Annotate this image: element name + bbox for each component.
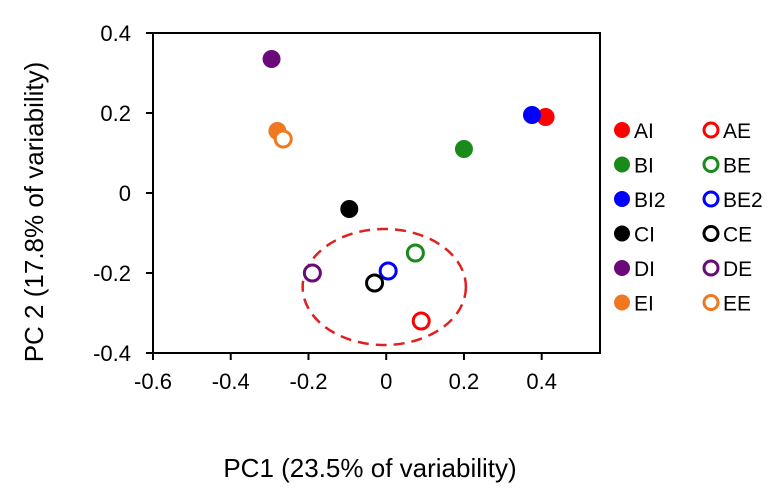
legend-label-ee: EE	[723, 293, 751, 316]
point-bi2	[522, 106, 541, 124]
legend-label-ci: CI	[634, 224, 655, 247]
x-tick-label: -0.4	[212, 369, 250, 394]
x-tick-label: 0	[380, 369, 392, 394]
point-de	[302, 263, 322, 283]
point-di	[262, 50, 281, 68]
x-tick-label: -0.6	[134, 369, 172, 394]
point-ae	[411, 311, 431, 331]
point-be	[405, 243, 425, 263]
x-axis-title: PC1 (23.5% of variability)	[223, 453, 516, 483]
cluster-ellipse	[301, 227, 468, 347]
legend-marker-de	[702, 259, 720, 277]
legend-marker-ai	[614, 122, 630, 138]
legend-marker-be	[702, 156, 720, 173]
legend-marker-ee	[702, 294, 720, 311]
x-tick-label: 0.2	[449, 369, 480, 394]
point-ce	[365, 273, 385, 293]
y-tick-label: 0.2	[100, 101, 131, 126]
point-bi	[454, 140, 473, 158]
legend-label-de: DE	[723, 258, 752, 281]
legend-label-be: BE	[723, 155, 751, 178]
legend-label-ae: AE	[723, 120, 751, 143]
y-tick-label: 0	[119, 181, 131, 206]
legend-label-bi: BI	[634, 155, 654, 178]
legend-marker-ci	[614, 225, 630, 242]
legend-marker-di	[614, 260, 630, 276]
legend-label-be2: BE2	[723, 189, 763, 212]
point-ee	[273, 129, 293, 149]
y-tick-label: -0.4	[93, 341, 131, 366]
point-ci	[340, 200, 359, 218]
legend-marker-bi	[614, 156, 630, 173]
point-be2	[378, 261, 398, 281]
x-tick-label: 0.4	[526, 369, 557, 394]
x-tick-label: -0.2	[290, 369, 328, 394]
legend-label-di: DI	[634, 258, 655, 281]
y-tick-label: -0.2	[93, 261, 131, 286]
y-axis-title: PC 2 (17.8% of variability)	[19, 62, 49, 363]
legend-marker-ae	[702, 121, 720, 139]
plot-frame	[152, 32, 601, 354]
legend-marker-bi2	[614, 191, 630, 207]
point-ai	[536, 108, 555, 126]
legend-marker-ce	[702, 225, 720, 242]
y-tick-label: 0.4	[100, 21, 131, 46]
legend-label-ei: EI	[634, 293, 654, 316]
legend-label-ai: AI	[634, 120, 654, 143]
legend-marker-ei	[614, 294, 630, 311]
legend-label-bi2: BI2	[634, 189, 666, 212]
legend-marker-be2	[702, 190, 720, 208]
legend-label-ce: CE	[723, 224, 752, 247]
